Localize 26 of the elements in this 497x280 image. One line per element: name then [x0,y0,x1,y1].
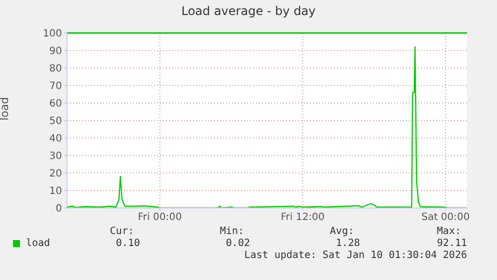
x-tick-label: Sat 00:00 [421,212,470,224]
text: 0.10 [116,238,140,249]
y-tick-label: 30 [49,151,62,162]
y-tick-label: 40 [49,134,62,145]
y-tick-label: 50 [49,116,62,128]
text: Avg: [330,226,354,237]
x-tick-label: Fri 00:00 [138,212,182,224]
text: Max: [436,226,461,237]
y-tick-label: 70 [49,81,62,92]
y-tick-label: 80 [49,64,62,75]
text: Last update: Sat Jan 10 01:30:04 2026 [244,250,467,261]
text: Min: [220,226,244,237]
text: 1.28 [336,238,360,249]
chart-title: Load average - by day [180,4,317,18]
y-tick-label: 10 [49,186,62,198]
text: 0.02 [226,238,250,249]
y-tick-label: 20 [49,168,62,180]
y-tick-label: 0 [56,204,62,215]
text: Cur: [110,226,134,237]
y-tick-label: 90 [49,46,62,58]
text: 92.11 [436,238,467,249]
y-tick-label: 100 [42,28,62,40]
x-tick-label: Fri 12:00 [280,212,325,224]
y-axis-title: load [0,96,11,120]
legend-label: load [25,238,50,249]
y-tick-label: 60 [49,98,62,110]
